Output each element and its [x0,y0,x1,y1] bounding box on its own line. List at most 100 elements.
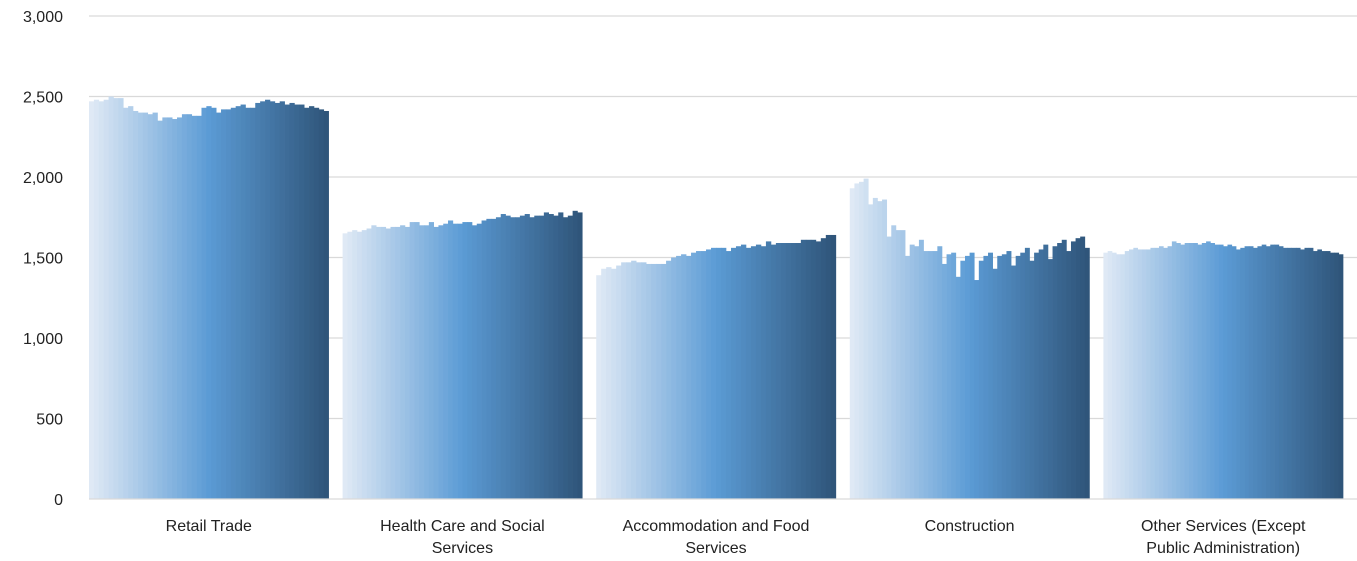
bar [882,199,888,500]
bar [923,251,929,499]
bar [191,115,197,499]
x-category-label: Retail Trade [166,518,252,535]
bar [409,222,415,499]
bar [1066,251,1072,499]
bar [404,226,411,499]
bar [701,251,707,499]
bar [123,107,129,500]
y-tick-label: 2,500 [23,90,63,107]
bar [491,218,497,500]
bar-group [89,96,329,500]
y-tick-label: 0 [54,492,63,509]
bar [859,181,864,499]
bar [1193,243,1198,499]
bar [711,247,717,499]
bar [89,101,95,499]
bar [221,109,227,499]
bar [1231,246,1237,499]
bar [1210,243,1215,499]
bar [1265,246,1271,499]
bar [356,231,363,500]
bar [1248,246,1254,499]
bar [1274,244,1280,499]
bar [462,222,468,499]
bar [438,225,444,500]
x-category-label: Accommodation and Food Services [623,518,810,557]
bar [395,226,401,499]
bar [1137,249,1143,499]
bar [342,233,348,499]
bar [196,115,202,499]
bar [946,254,952,499]
bar [486,218,492,500]
bar [1116,254,1121,499]
bar [443,223,449,499]
bar [671,257,677,499]
bar [616,265,622,499]
y-tick-label: 1,000 [23,331,63,348]
bar [651,263,657,499]
bar [230,107,237,500]
bar [1283,247,1288,499]
bar-group [849,178,1090,500]
bar [696,251,702,499]
bar [1163,247,1168,499]
bar [245,107,251,500]
bar [661,263,667,499]
bar [304,107,310,500]
bar [467,222,473,499]
bar [886,236,892,499]
bar [1278,246,1284,499]
bar [452,223,458,499]
bar [567,215,573,499]
bar [988,252,993,499]
bar [448,220,454,499]
bar [471,225,478,500]
bar [279,101,285,499]
bar [928,251,934,499]
bar [133,110,139,500]
bar [1176,243,1181,499]
bar [457,223,463,499]
bar [932,251,938,499]
bar [481,220,487,499]
bar [400,225,406,500]
bar-groups [89,96,1344,500]
bar [1244,246,1250,499]
bar [1011,265,1017,499]
bar-group [596,234,837,500]
bar [735,246,742,499]
bar [1043,244,1049,499]
bar [548,214,554,499]
bar [983,255,989,499]
bar [250,107,256,500]
bar [1295,247,1301,499]
bar [1317,249,1322,499]
bar [611,268,617,499]
bar [1197,244,1203,499]
bar [1120,254,1126,499]
bar [820,238,827,499]
bar [785,243,792,499]
bar [137,112,144,499]
bar [108,96,114,499]
bar [775,243,782,499]
bar [1330,252,1335,499]
bar [960,260,966,499]
bar [495,217,502,499]
bar [1001,254,1007,499]
bar [631,260,637,499]
bar [849,188,855,499]
bar [1006,251,1012,499]
bar [419,225,425,500]
bar [854,183,860,499]
bar [265,99,271,499]
bar [428,222,434,499]
bar [641,262,647,499]
bar [1029,260,1035,499]
bar [147,114,153,500]
x-category-label: Construction [925,518,1015,535]
bar [636,262,642,499]
bar [380,226,387,499]
bar [235,106,241,499]
